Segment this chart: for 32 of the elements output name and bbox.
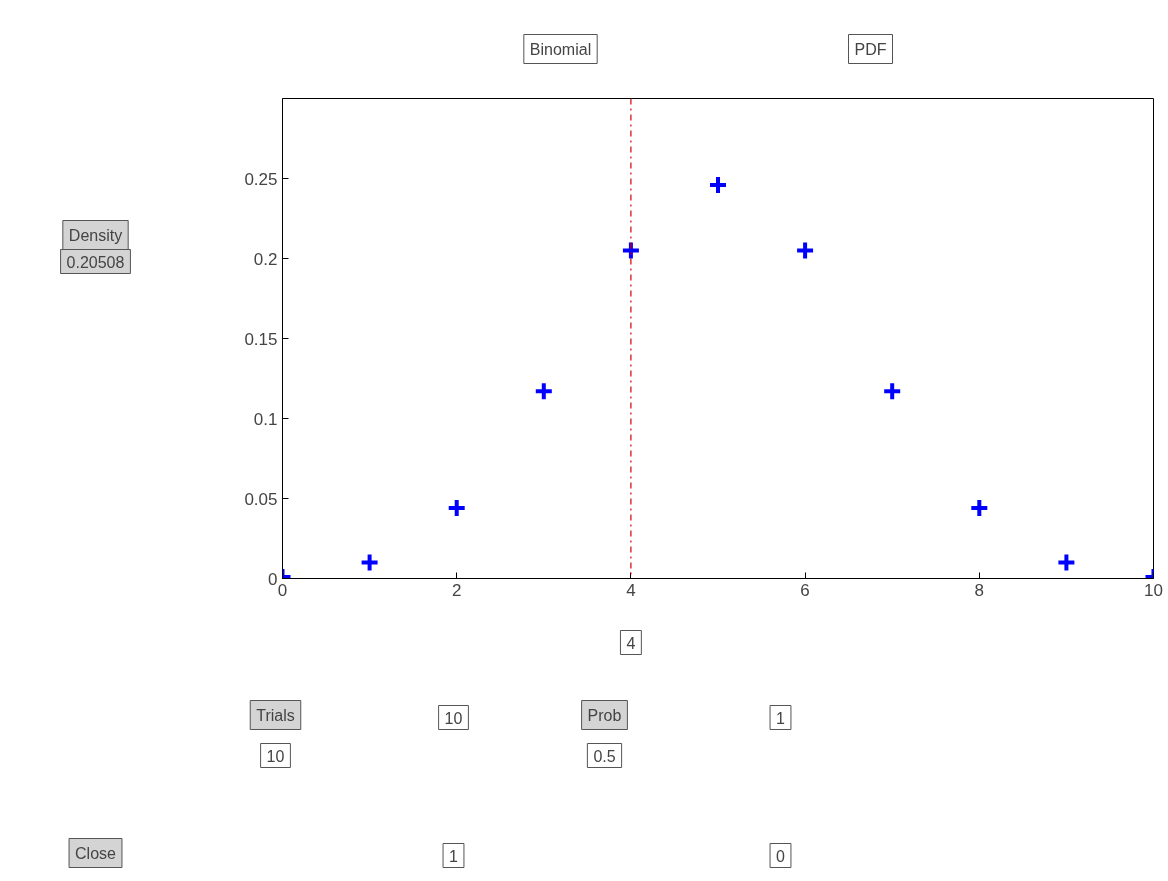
y-tick-label: 0.1: [253, 409, 278, 429]
point: [446, 498, 467, 519]
text: Close: [75, 844, 117, 862]
text: 10: [266, 747, 285, 765]
point: [969, 498, 990, 519]
x-tick-label: 4: [626, 580, 636, 600]
x-tick-label: 6: [800, 580, 810, 600]
point: [795, 240, 816, 261]
y-tick-label: 0.25: [244, 169, 278, 189]
x-tick-label: 2: [451, 580, 462, 600]
y-tick-label: 0.2: [253, 249, 278, 269]
text: Prob: [587, 706, 622, 724]
text: 0.5: [593, 747, 616, 765]
x-tick-label: 8: [974, 580, 985, 600]
text: 10: [444, 709, 463, 727]
point: [708, 174, 728, 195]
point: [1056, 552, 1077, 573]
text: 0.20508: [66, 253, 125, 271]
text: 4: [626, 634, 636, 652]
y-tick-label: 0.05: [244, 489, 278, 509]
y-tick-label: 0.15: [244, 329, 278, 349]
point: [359, 552, 380, 573]
point: [882, 381, 903, 402]
x-tick-label: 10: [1144, 580, 1163, 600]
text: 0: [776, 847, 786, 865]
text: 1: [449, 847, 459, 865]
text: Binomial: [529, 40, 592, 58]
text: Trials: [256, 706, 295, 724]
text: 1: [776, 709, 786, 727]
text: Density: [68, 226, 123, 244]
text: PDF: [854, 40, 887, 58]
point: [533, 381, 554, 402]
